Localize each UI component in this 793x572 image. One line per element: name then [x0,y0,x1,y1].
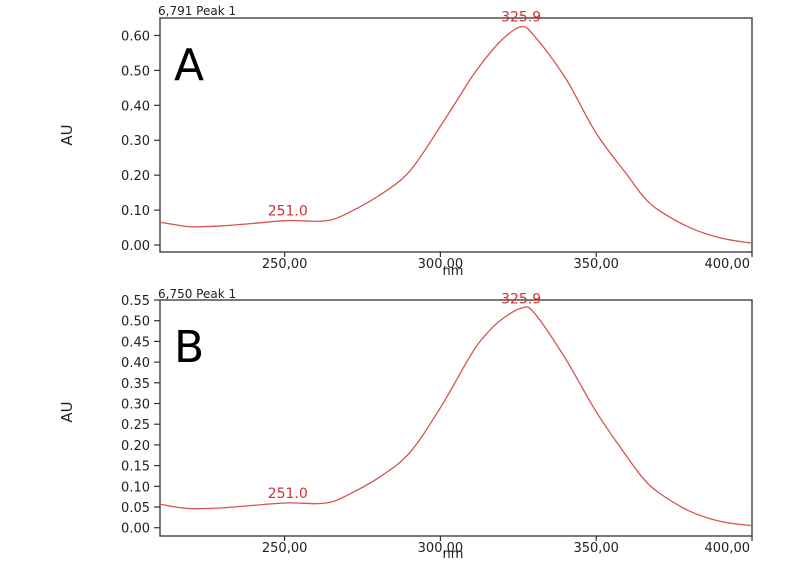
panel-b-x-axis-title: nm [443,547,464,562]
panel-b-x-ticks: 250,00 300,00 350,00 400,00 [262,536,753,556]
panel-b: 6,750 Peak 1 B AU nm 0.00 0.05 0.10 0.15 0.2… [58,287,753,562]
panel-b-y-tick-label: 0.25 [121,418,150,433]
panel-b-y-tick-label: 0.00 [121,522,150,537]
panel-a: 6,791 Peak 1 A AU nm 0.00 0.10 0.20 0.30 0.4… [58,4,753,279]
panel-a-y-ticks: 0.00 0.10 0.20 0.30 0.40 0.50 0.60 [121,29,160,254]
panel-b-y-ticks: 0.00 0.05 0.10 0.15 0.20 0.25 0.30 0.35 0.40 0.45… [121,294,160,537]
panel-a-letter: A [174,40,204,91]
panel-b-y-tick-label: 0.10 [121,480,150,495]
panel-a-x-axis-title: nm [443,264,464,279]
panel-a-header: 6,791 Peak 1 [158,4,236,18]
panel-a-y-tick-label: 0.00 [121,239,150,254]
panel-b-y-tick-label: 0.55 [121,294,150,309]
panel-b-x-tick-label: 400,00 [705,541,751,556]
panel-a-x-tick-label: 250,00 [262,257,308,272]
panel-a-x-tick-label: 300,00 [418,257,464,272]
panel-b-peak-label: 251.0 [268,486,308,502]
panel-b-y-tick-label: 0.45 [121,335,150,350]
panel-b-x-tick-label: 350,00 [573,541,619,556]
panel-b-letter: B [174,322,204,373]
panel-b-y-tick-label: 0.35 [121,377,150,392]
panel-b-x-tick-label: 300,00 [418,541,464,556]
panel-b-spectrum-line [159,306,753,527]
panel-b-peak-label: 325.9 [501,291,541,307]
panel-a-frame [159,17,753,253]
panel-b-x-tick-label: 250,00 [262,541,308,556]
panel-a-y-tick-label: 0.40 [121,99,150,114]
panel-a-peak-labels: 251.0 325.9 [268,10,541,220]
panel-a-y-tick-label: 0.20 [121,169,150,184]
panel-a-peak-label: 325.9 [501,10,541,26]
panel-a-x-tick-label: 400,00 [705,257,751,272]
panel-a-peak-label: 251.0 [268,204,308,220]
panel-a-x-ticks: 250,00 300,00 350,00 400,00 [262,252,753,272]
panel-b-y-tick-label: 0.40 [121,356,150,371]
panel-b-header: 6,750 Peak 1 [158,287,236,301]
panel-b-y-tick-label: 0.30 [121,398,150,413]
panel-a-y-tick-label: 0.10 [121,204,150,219]
panel-a-y-tick-label: 0.50 [121,64,150,79]
panel-b-y-tick-label: 0.15 [121,460,150,475]
panel-a-y-axis-title: AU [58,124,76,145]
panel-b-y-tick-label: 0.50 [121,315,150,330]
panel-a-spectrum-line [159,25,753,244]
panel-b-y-tick-label: 0.20 [121,439,150,454]
panel-b-y-tick-label: 0.05 [121,501,150,516]
panel-b-peak-labels: 251.0 325.9 [268,291,541,502]
panel-b-frame [159,299,753,537]
panel-a-x-tick-label: 350,00 [573,257,619,272]
panel-b-y-axis-title: AU [58,401,76,422]
panel-a-y-tick-label: 0.30 [121,134,150,149]
panel-a-y-tick-label: 0.60 [121,29,150,44]
